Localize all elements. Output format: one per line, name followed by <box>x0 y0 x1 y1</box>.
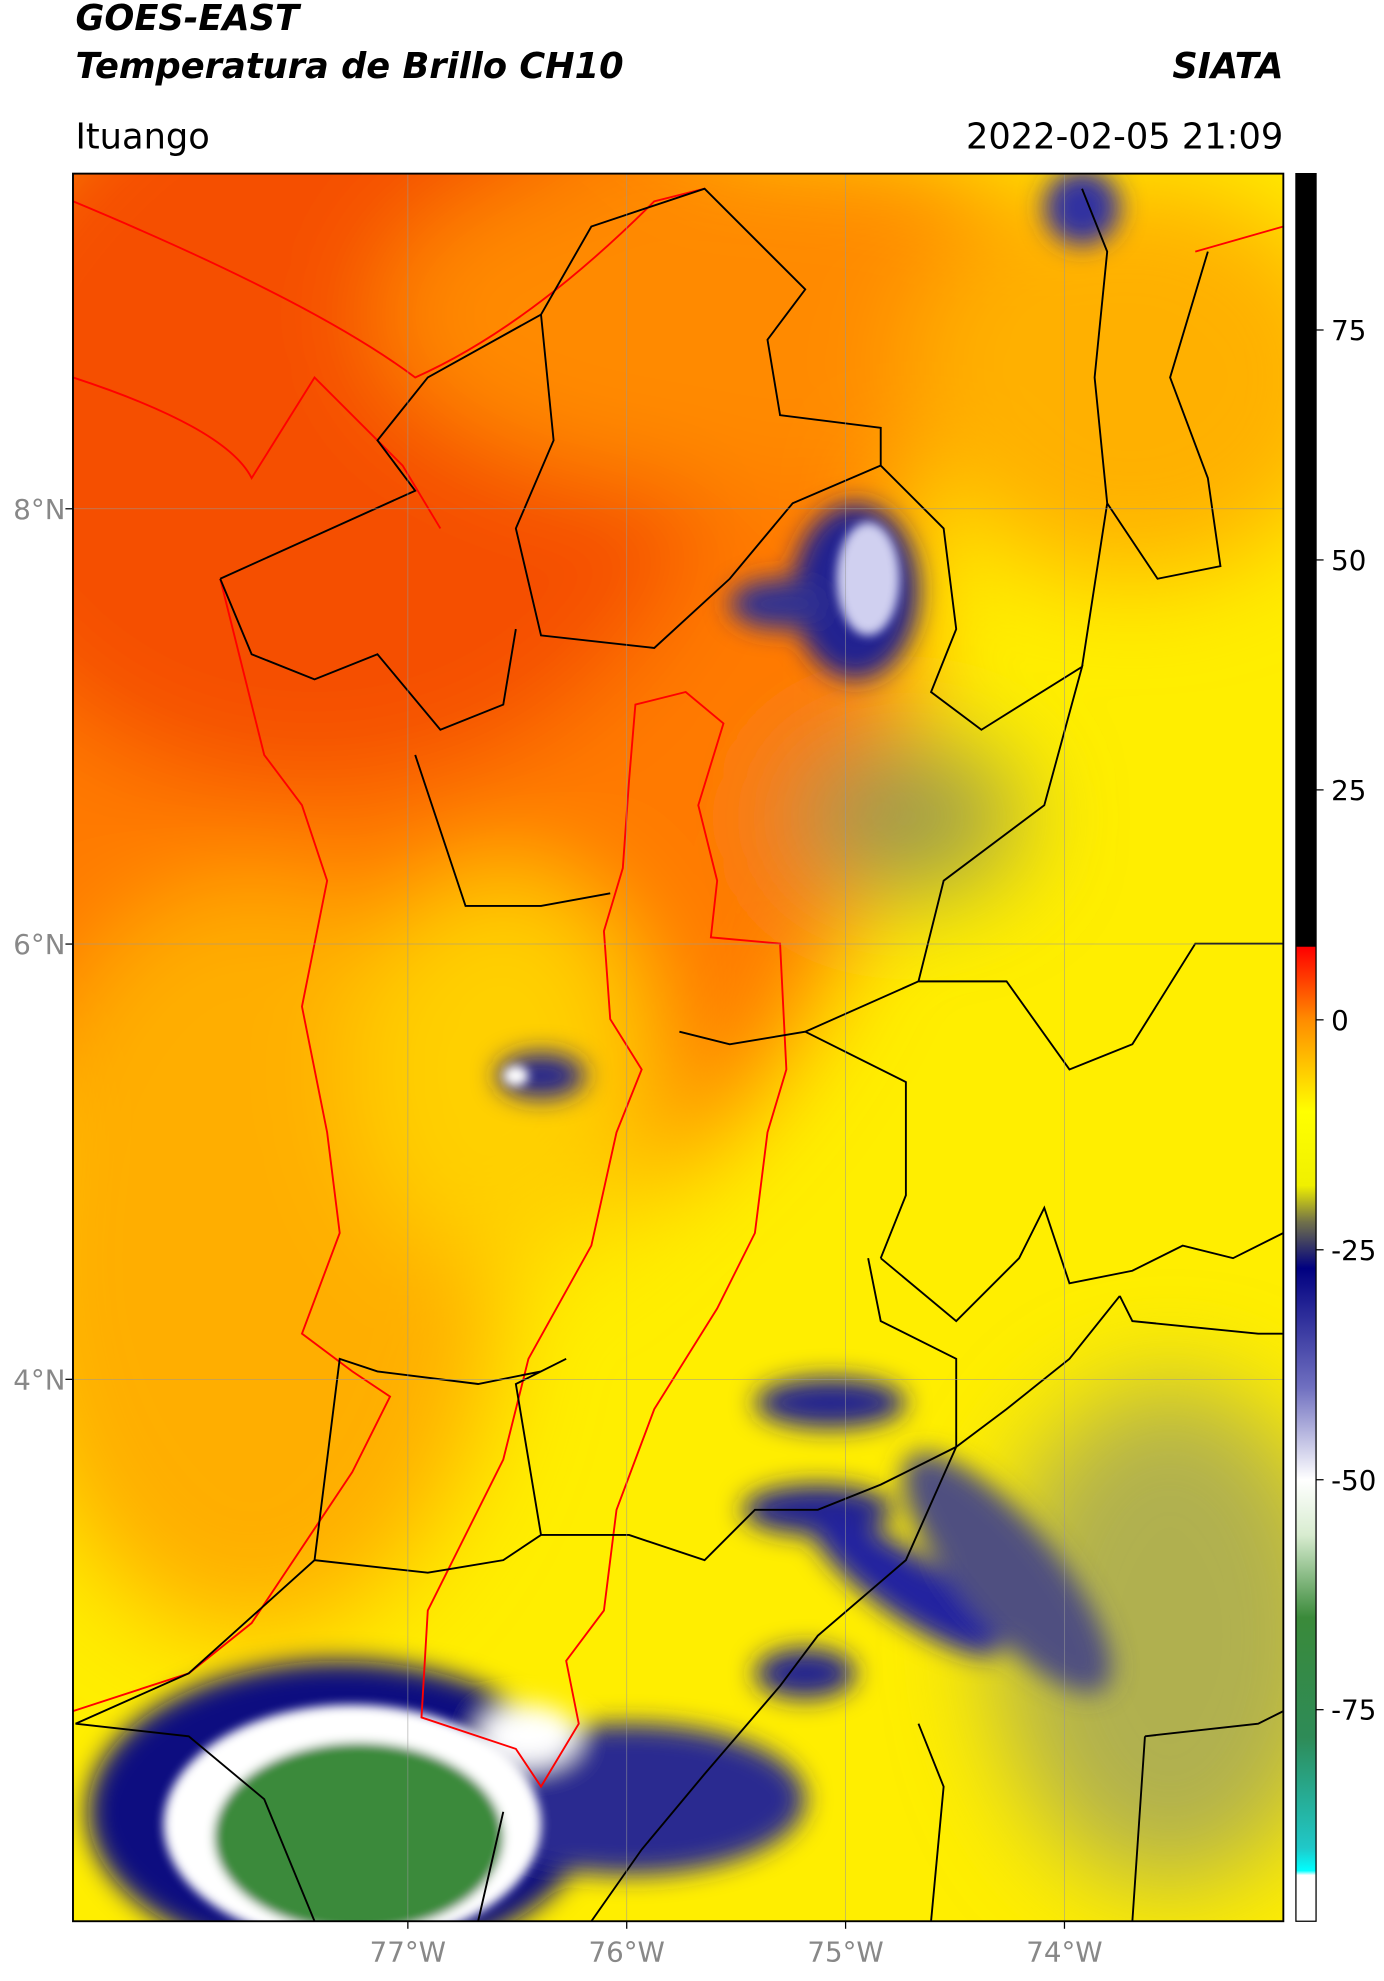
colorbar-tick-label: -75 <box>1331 1694 1376 1727</box>
satellite-image <box>72 173 1284 1922</box>
y-tick-label: 4°N <box>13 1363 65 1396</box>
map-frame <box>72 172 1285 1923</box>
datetime: 2022-02-05 21:09 <box>966 116 1283 157</box>
source: SIATA <box>1172 46 1283 87</box>
colorbar-tick-label: 50 <box>1331 544 1366 577</box>
subtitle: Temperatura de Brillo CH10 <box>75 46 623 87</box>
colorbar-tick-label: 0 <box>1331 1004 1349 1037</box>
x-tick-label: 76°W <box>589 1935 665 1968</box>
colorbar-tick-label: -25 <box>1331 1234 1376 1267</box>
y-tick-label: 8°N <box>13 493 65 526</box>
x-tick-label: 77°W <box>370 1935 446 1968</box>
y-tick-label: 6°N <box>13 928 65 961</box>
boundaries <box>72 187 1284 1922</box>
colorbar-tick-label: -50 <box>1331 1464 1376 1497</box>
colorbar-tick-label: 75 <box>1331 314 1366 347</box>
colorbar <box>1295 172 1317 1922</box>
title: GOES-EAST <box>75 0 302 39</box>
x-tick-label: 74°W <box>1026 1935 1102 1968</box>
x-tick-label: 75°W <box>807 1935 883 1968</box>
colorbar-tick-label: 25 <box>1331 774 1366 807</box>
location: Ituango <box>75 116 209 157</box>
